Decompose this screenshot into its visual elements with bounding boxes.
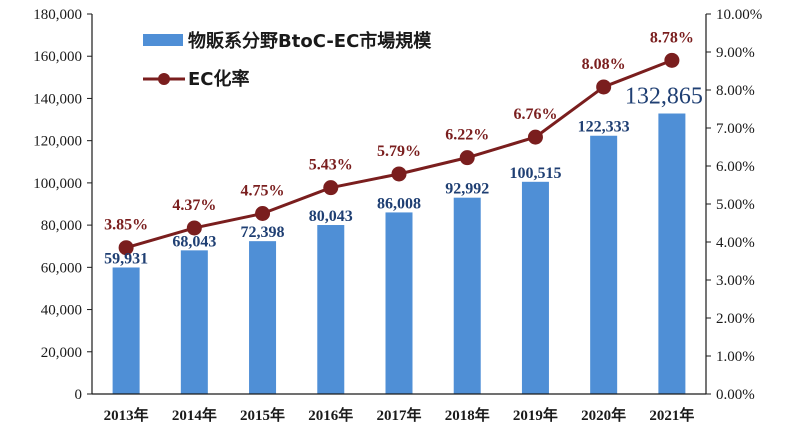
y-right-tick-label: 0.00% xyxy=(716,387,755,403)
bar-2017年 xyxy=(385,212,413,394)
y-left-tick-label: 40,000 xyxy=(41,303,82,319)
y-left-tick-label: 80,000 xyxy=(41,218,82,234)
x-tick-label: 2015年 xyxy=(240,406,285,424)
x-tick-label: 2013年 xyxy=(104,406,149,424)
bar-2013年 xyxy=(112,267,140,394)
rate-value-label: 8.08% xyxy=(582,56,626,73)
bar-value-label: 80,043 xyxy=(309,208,353,225)
y-right-tick-label: 6.00% xyxy=(716,159,755,175)
y-left-tick-label: 0 xyxy=(75,387,83,403)
rate-value-label: 3.85% xyxy=(104,217,148,234)
bar-value-label: 86,008 xyxy=(377,195,421,212)
ec-rate-point-2017年 xyxy=(391,166,407,182)
rate-value-label: 4.75% xyxy=(241,183,285,200)
bar-2018年 xyxy=(453,197,481,394)
bar-2019年 xyxy=(521,181,549,394)
rate-value-label: 4.37% xyxy=(172,197,216,214)
axes: 0 20,000 40,000 60,000 80,000 100,000 120,000 1… xyxy=(33,7,762,424)
rate-value-label: 6.22% xyxy=(445,127,489,144)
y-left-tick-label: 140,000 xyxy=(33,91,82,107)
y-right-tick-label: 1.00% xyxy=(716,349,755,365)
legend-swatch-marker xyxy=(158,73,170,85)
x-tick-label: 2018年 xyxy=(445,406,490,424)
x-tick-label: 2017年 xyxy=(376,406,421,424)
legend-label-line: EC化率 xyxy=(188,68,250,90)
x-tick-label: 2014年 xyxy=(172,406,217,424)
rate-value-label: 8.78% xyxy=(650,29,694,46)
y-left-tick-label: 180,000 xyxy=(33,7,82,23)
ec-rate-point-2019年 xyxy=(527,129,543,145)
y-right-tick-label: 7.00% xyxy=(716,121,755,137)
bar-value-label: 68,043 xyxy=(172,233,216,250)
y-left-tick-label: 160,000 xyxy=(33,49,82,65)
y-left-tick-label: 20,000 xyxy=(41,345,82,361)
ec-rate-point-2013年 xyxy=(118,240,134,256)
bar-series xyxy=(112,113,686,394)
y-right-tick-label: 5.00% xyxy=(716,197,755,213)
ec-rate-point-2020年 xyxy=(596,79,612,95)
ec-rate-point-2015年 xyxy=(255,206,271,221)
y-right-tick-label: 3.00% xyxy=(716,273,755,289)
y-left-tick-label: 120,000 xyxy=(33,134,82,150)
bar-value-label: 132,865 xyxy=(625,84,703,110)
rate-value-label: 5.43% xyxy=(309,157,353,174)
bar-value-label: 59,931 xyxy=(104,250,148,267)
bar-value-label: 100,515 xyxy=(509,165,561,182)
bar-2015年 xyxy=(249,241,277,394)
y-right-tick-label: 8.00% xyxy=(716,83,755,99)
bar-2016年 xyxy=(317,225,345,394)
legend-label-bar: 物販系分野BtoC-EC市場規模 xyxy=(188,30,432,52)
x-tick-label: 2019年 xyxy=(513,406,558,424)
bar-2021年 xyxy=(658,113,686,394)
ec-rate-point-2016年 xyxy=(323,180,339,196)
y-right-tick-label: 2.00% xyxy=(716,311,755,327)
bar-value-label: 92,992 xyxy=(445,181,489,198)
ec-rate-point-2021年 xyxy=(664,52,680,68)
x-tick-label: 2021年 xyxy=(649,406,694,424)
y-right-tick-label: 4.00% xyxy=(716,235,755,251)
bar-value-label: 122,333 xyxy=(578,119,630,136)
legend-swatch-bar xyxy=(143,34,183,46)
ec-rate-point-2018年 xyxy=(459,150,475,166)
y-right-tick-label: 10.00% xyxy=(716,7,762,23)
x-tick-label: 2020年 xyxy=(581,406,626,424)
bar-value-label: 72,398 xyxy=(241,224,285,241)
bar-2020年 xyxy=(590,135,618,394)
data-labels: 59,931 68,043 72,398 80,043 86,008 92,992 100,… xyxy=(104,29,703,267)
legend: 物販系分野BtoC-EC市場規模 EC化率 xyxy=(143,30,432,90)
y-left-tick-label: 60,000 xyxy=(41,260,82,276)
bar-2014年 xyxy=(180,250,208,394)
rate-value-label: 5.79% xyxy=(377,143,421,160)
rate-value-label: 6.76% xyxy=(513,106,557,123)
ec-rate-point-2014年 xyxy=(186,220,202,236)
y-right-tick-label: 9.00% xyxy=(716,45,755,61)
y-left-tick-label: 100,000 xyxy=(33,176,82,192)
x-tick-label: 2016年 xyxy=(308,406,353,424)
line-series xyxy=(118,52,680,256)
